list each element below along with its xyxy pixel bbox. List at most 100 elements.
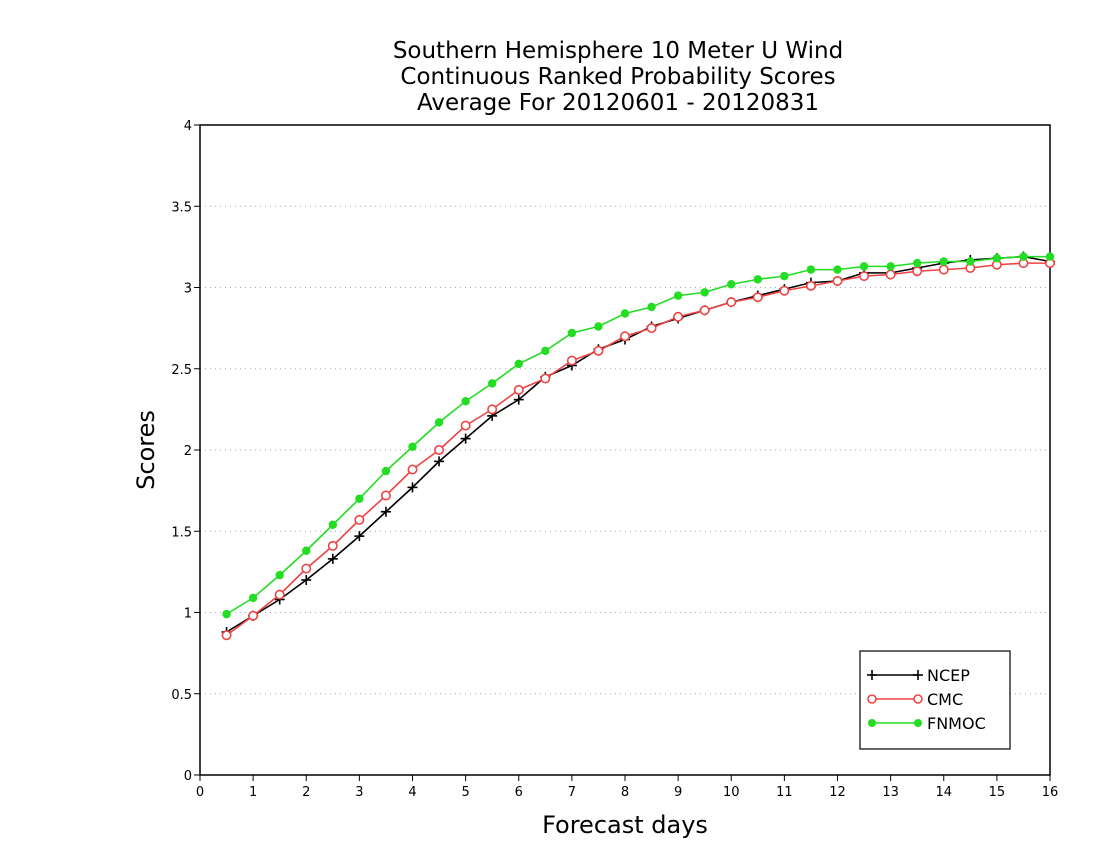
data-point [381, 466, 391, 476]
chart-title-line: Southern Hemisphere 10 Meter U Wind [393, 38, 843, 64]
data-point [274, 589, 285, 600]
data-point [434, 444, 445, 455]
y-tick-label: 0.5 [171, 688, 192, 703]
data-point [408, 442, 417, 451]
data-point [700, 288, 709, 297]
data-point [380, 490, 391, 501]
x-tick-label: 4 [408, 785, 416, 800]
y-tick-label: 0 [184, 769, 192, 784]
x-tick-label: 9 [674, 785, 682, 800]
data-point [647, 302, 656, 312]
data-point [867, 670, 877, 680]
y-axis-label: Scores [132, 410, 160, 490]
data-point [912, 266, 923, 277]
x-tick-label: 7 [568, 785, 576, 800]
data-point [1019, 252, 1028, 261]
data-point [620, 309, 630, 318]
data-point [248, 593, 258, 603]
data-point [868, 719, 876, 727]
legend-label: CMC [927, 690, 963, 709]
data-point [354, 531, 365, 542]
data-point [780, 271, 789, 281]
data-point [859, 271, 870, 282]
data-point [938, 264, 949, 275]
data-point [460, 420, 471, 431]
data-point [726, 297, 737, 308]
data-point [513, 384, 524, 395]
series-line [226, 262, 1050, 636]
legend-label: FNMOC [927, 714, 986, 733]
series-line [226, 255, 1050, 615]
chart-title-line: Continuous Ranked Probability Scores [400, 64, 835, 90]
data-point [885, 269, 896, 280]
series-group [221, 251, 1056, 641]
x-tick-label: 14 [935, 785, 952, 800]
x-tick-label: 13 [882, 785, 899, 800]
legend-item-fnmoc: FNMOC [868, 714, 986, 733]
x-axis-label: Forecast days [542, 811, 708, 839]
data-point [939, 257, 948, 266]
x-tick-label: 12 [829, 785, 846, 800]
data-point [886, 262, 895, 271]
data-point [354, 514, 365, 525]
series-cmc [221, 258, 1056, 641]
y-tick-label: 1.5 [171, 525, 192, 540]
data-point [328, 520, 338, 529]
legend-label: NCEP [927, 666, 970, 685]
legend-box [859, 650, 1011, 750]
y-tick-label: 4 [184, 119, 192, 134]
data-point [673, 311, 684, 322]
data-point [540, 373, 551, 384]
data-point [434, 418, 444, 427]
legend-item-cmc: CMC [867, 690, 963, 709]
data-point [806, 265, 816, 274]
y-tick-label: 1 [184, 607, 192, 622]
data-point [434, 456, 445, 467]
data-point [407, 464, 418, 475]
data-point [1045, 252, 1055, 261]
data-point [779, 285, 790, 296]
data-point [727, 280, 736, 289]
data-point [914, 719, 922, 727]
data-point [221, 630, 232, 641]
x-tick-label: 15 [989, 785, 1006, 800]
data-point [513, 394, 524, 405]
data-point [646, 323, 657, 334]
chart-title-line: Average For 20120601 - 20120831 [417, 90, 819, 116]
data-point [867, 694, 877, 704]
data-point [407, 482, 418, 493]
data-point [912, 258, 922, 268]
data-point [753, 275, 763, 284]
x-axis: 0 1 2 3 4 5 6 7 8 9 10 11 12 13 14 15 16 [196, 775, 1058, 800]
x-tick-label: 10 [723, 785, 740, 800]
data-point [302, 546, 311, 555]
x-tick-label: 2 [302, 785, 310, 800]
data-point [699, 305, 710, 316]
data-point [566, 355, 577, 366]
data-point [487, 404, 498, 415]
x-tick-label: 5 [461, 785, 469, 800]
x-tick-label: 8 [621, 785, 629, 800]
data-point [593, 345, 604, 356]
x-tick-label: 3 [355, 785, 363, 800]
data-point [805, 280, 816, 291]
data-point [355, 494, 364, 503]
x-tick-label: 16 [1042, 785, 1059, 800]
data-point [301, 575, 312, 585]
data-point [752, 292, 763, 303]
data-point [275, 570, 284, 580]
data-point [992, 254, 1002, 263]
data-point [460, 433, 471, 444]
x-tick-label: 1 [249, 785, 257, 800]
data-point [222, 609, 231, 619]
y-tick-label: 2 [184, 444, 192, 459]
data-point [514, 359, 523, 369]
grid-lines [200, 205, 1050, 695]
data-point [833, 265, 842, 274]
data-point [966, 257, 975, 266]
x-tick-label: 6 [515, 785, 523, 800]
legend: NCEP CMC FNMOC [859, 650, 1011, 750]
data-point [859, 262, 869, 271]
chart-title: Southern Hemisphere 10 Meter U WindConti… [393, 38, 843, 116]
data-point [913, 670, 923, 680]
